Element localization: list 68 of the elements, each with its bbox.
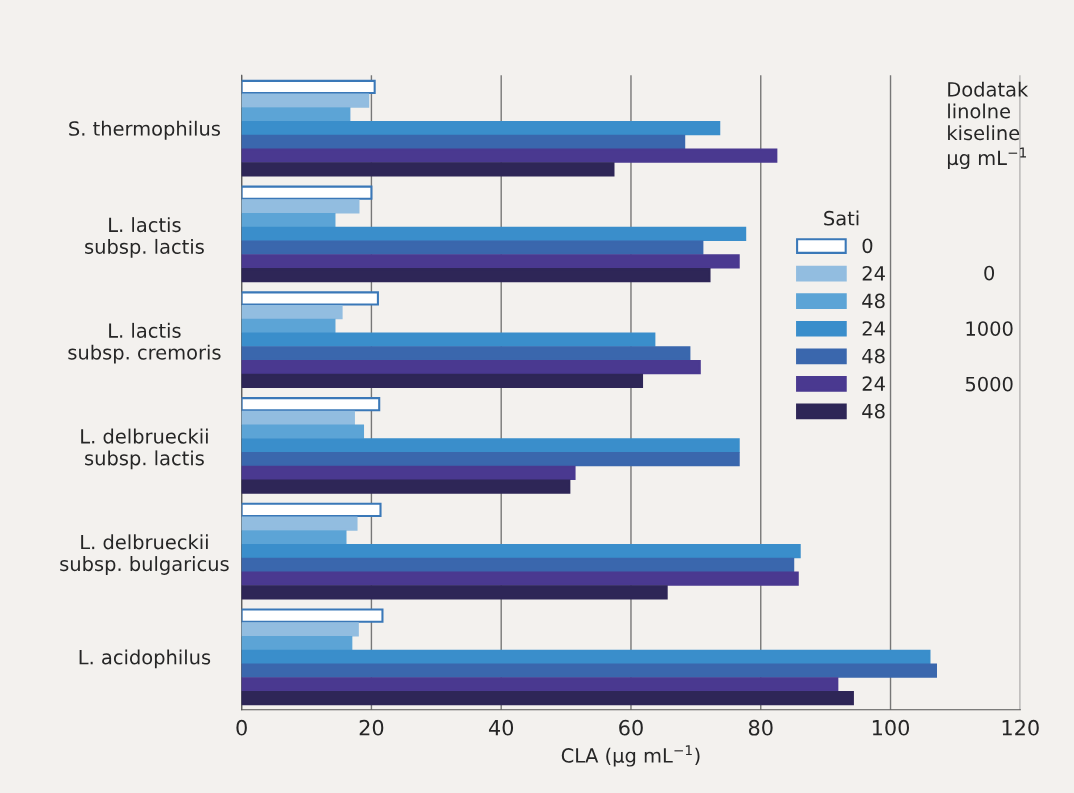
bar [241,663,937,678]
y-tick-label: L. lactis subsp. cremoris [68,322,221,364]
bar [241,438,740,453]
bar [241,332,656,347]
bar [241,305,343,320]
bar [241,530,347,545]
bar [241,148,778,163]
bar [241,226,747,242]
x-tick-label: 60 [619,719,643,736]
legend-label: 48 [862,348,885,364]
bar [241,185,373,200]
bar [241,291,379,306]
bar [241,557,795,572]
bar [241,254,740,269]
x-tick-label: 120 [1002,719,1039,736]
bar [241,107,351,122]
bar [241,608,384,623]
bar [241,162,615,177]
bar [241,571,799,586]
bar [241,134,686,150]
annotation: 1000 [966,321,1013,336]
bar [241,268,711,283]
bar [241,465,576,481]
bar [241,677,839,692]
y-tick-label: L. lactis subsp. lactis [85,217,204,258]
bar [241,452,740,467]
legend-label: 24 [862,265,885,281]
bar [241,93,370,108]
x-tick-label: 80 [748,719,773,736]
annotation: Dodatak linolne kiseline µg mL$^{−1}$ [947,81,1029,169]
bar [241,373,644,389]
bar [241,544,801,559]
annotation: 5000 [965,376,1013,392]
y-tick-label: S. thermophilus [69,120,220,140]
legend-label: 48 [862,293,885,309]
bar [241,213,336,228]
bar [241,502,382,518]
y-tick-label: L. delbrueckii subsp. bulgaricus [60,534,229,575]
x-tick-label: 40 [488,719,514,736]
x-tick-label: 0 [236,719,247,736]
legend-title: Sati [824,210,859,226]
bar [241,240,704,255]
x-tick-label: 20 [359,719,384,736]
bar [241,516,358,531]
bar [241,318,336,334]
legend-label: 24 [862,321,885,336]
bar [241,636,353,651]
bar [241,424,365,439]
bar [241,346,691,361]
x-axis-title: CLA (µg mL$^{−1}$) [561,745,700,767]
bar [241,397,381,412]
legend-label: 24 [862,376,885,391]
legend-label: 48 [862,403,885,419]
y-tick-label: L. acidophilus [79,649,211,669]
bar [241,199,360,214]
bar [241,79,376,95]
bar [241,585,668,600]
bar [241,121,721,136]
bar [241,410,355,426]
y-tick-label: L. delbrueckii subsp. lactis [81,428,208,470]
legend-label: 0 [862,238,873,254]
bar [241,690,854,706]
bar [241,622,359,637]
x-tick-label: 100 [872,719,910,736]
bar [241,649,931,664]
annotation: 0 [984,265,995,281]
bar [241,479,571,494]
bar [241,360,701,375]
